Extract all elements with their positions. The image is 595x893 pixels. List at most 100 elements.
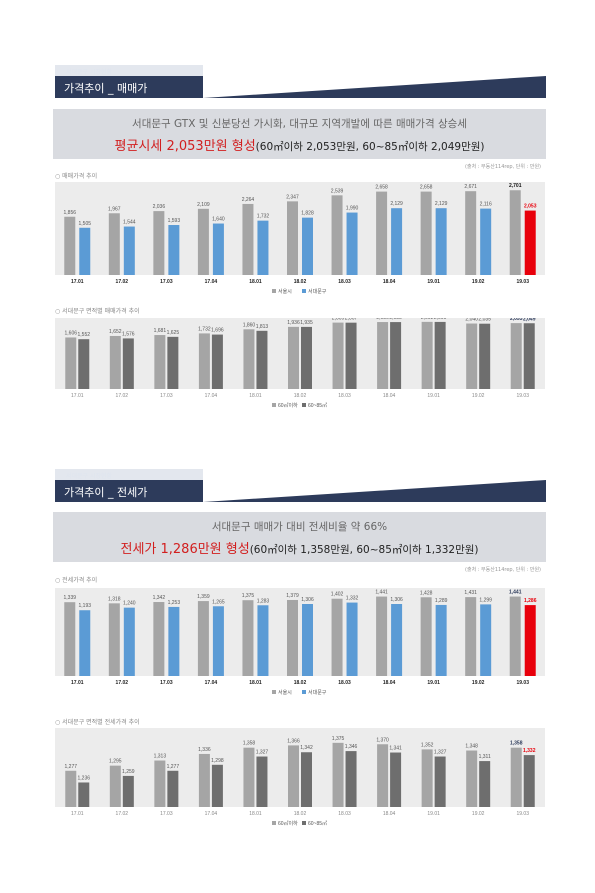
data-label: 1,552 <box>78 332 91 338</box>
bar-b <box>212 606 224 676</box>
x-tick-label: 19.03 <box>516 279 529 285</box>
data-label: 1,828 <box>301 211 314 217</box>
bar-a <box>154 335 166 389</box>
x-tick-label: 17.04 <box>205 393 218 399</box>
data-label: 1,732 <box>198 326 211 332</box>
x-tick-label: 17.03 <box>160 279 173 285</box>
data-label: 1,441 <box>509 590 522 596</box>
chart2-title-text: 서대문구 면적별 매매가격 추이 <box>62 308 140 315</box>
chart4-svg: 1,2771,23617.011,2951,25917.021,3131,277… <box>55 728 545 827</box>
section1-header-wedge <box>203 76 546 98</box>
bar-a <box>332 742 344 807</box>
data-label: 1,306 <box>301 597 314 603</box>
bar-a <box>510 323 522 389</box>
x-tick-label: 17.04 <box>205 279 218 285</box>
data-label: 1,346 <box>345 744 358 750</box>
data-label: 1,640 <box>212 217 225 223</box>
x-tick-label: 18.02 <box>294 680 307 686</box>
data-label: 1,359 <box>197 594 210 600</box>
data-label: 1,358 <box>243 741 256 747</box>
plot-area <box>55 182 545 275</box>
data-label: 1,860 <box>243 322 256 328</box>
data-label: 1,935 <box>300 320 313 326</box>
bar-b <box>301 752 312 807</box>
bar-a <box>197 208 209 275</box>
bar-b <box>123 607 135 676</box>
data-label: 1,681 <box>154 328 167 334</box>
section2-source: (출처 : 부동산114rep, 단위 : 만원) <box>465 567 541 573</box>
x-tick-label: 19.01 <box>427 279 440 285</box>
data-label: 1,625 <box>167 330 180 336</box>
x-tick-label: 18.01 <box>249 279 262 285</box>
bar-b <box>211 334 223 389</box>
legend-label: 서울시 <box>278 689 292 696</box>
bar-a <box>421 749 433 807</box>
data-label: 1,277 <box>167 764 180 770</box>
data-label: 1,990 <box>346 206 359 212</box>
bar-b <box>212 223 224 275</box>
bar-a <box>288 326 299 389</box>
legend-swatch <box>302 821 306 825</box>
legend-swatch <box>302 289 306 293</box>
x-tick-label: 18.04 <box>383 811 396 817</box>
section2-summary-highlight: 전세가 1,286만원 형성 <box>120 542 250 557</box>
data-label: 2,129 <box>390 201 403 207</box>
bar-b <box>78 782 90 807</box>
bar-b <box>211 764 223 807</box>
data-label: 1,240 <box>123 601 136 607</box>
section1-summary-highlight: 평균시세 2,053만원 형성 <box>114 139 256 154</box>
data-label: 1,193 <box>79 603 92 609</box>
data-label: 1,236 <box>78 775 91 781</box>
section1-summary-line1: 서대문구 GTX 및 신분당선 가시화, 대규모 지역개발에 따른 매매가격 상… <box>132 118 467 130</box>
bar-a <box>466 323 478 389</box>
legend-label: 60㎡이하 <box>278 820 298 827</box>
data-label: 1,289 <box>435 598 448 604</box>
bar-b <box>122 338 134 389</box>
x-tick-label: 18.04 <box>383 680 396 686</box>
bar-b <box>523 755 535 807</box>
x-tick-label: 19.02 <box>472 811 485 817</box>
x-tick-label: 19.03 <box>516 680 529 686</box>
data-label: 1,336 <box>198 747 211 753</box>
bar-a <box>243 747 255 807</box>
data-label: 1,732 <box>257 214 270 220</box>
bar-a <box>287 599 298 676</box>
bar-a <box>420 191 432 275</box>
x-tick-label: 17.01 <box>71 811 84 817</box>
legend-swatch <box>272 403 276 407</box>
data-label: 1,306 <box>390 597 403 603</box>
bar-a <box>153 211 165 275</box>
bar-a <box>65 770 77 807</box>
bar-a <box>108 213 120 275</box>
legend-label: 서대문구 <box>308 288 327 295</box>
data-label: 2,085 <box>389 318 402 321</box>
data-label: 2,264 <box>242 197 255 203</box>
data-label: 1,370 <box>376 737 389 743</box>
data-label: 2,092 <box>421 318 434 321</box>
data-label: 2,040 <box>465 318 478 323</box>
bar-b <box>256 756 268 807</box>
data-label: 1,342 <box>300 745 313 751</box>
bar-a <box>64 602 76 676</box>
x-tick-label: 17.01 <box>71 680 84 686</box>
bar-b <box>167 770 179 807</box>
data-label: 1,936 <box>287 320 300 326</box>
section2-title: 가격추이 _ 전세가 <box>64 486 148 499</box>
x-tick-label: 18.02 <box>294 811 307 817</box>
chart1-title-text: 매매가격 추이 <box>62 173 98 180</box>
legend-label: 서울시 <box>278 288 292 295</box>
bar-a <box>331 598 343 676</box>
bar-a <box>198 753 210 807</box>
bar-a <box>64 216 76 275</box>
data-label: 1,544 <box>123 220 136 226</box>
data-label: 1,375 <box>242 593 255 599</box>
bar-a <box>153 602 165 676</box>
chart4-title: ○ 서대문구 면적별 전세가격 추이 <box>55 719 140 726</box>
bar-b <box>257 605 269 676</box>
data-label: 1,696 <box>211 328 224 334</box>
x-tick-label: 19.01 <box>427 680 440 686</box>
bar-a <box>331 195 343 275</box>
data-label: 1,311 <box>479 754 491 760</box>
bar-b <box>346 212 358 275</box>
bar-b <box>435 604 447 676</box>
